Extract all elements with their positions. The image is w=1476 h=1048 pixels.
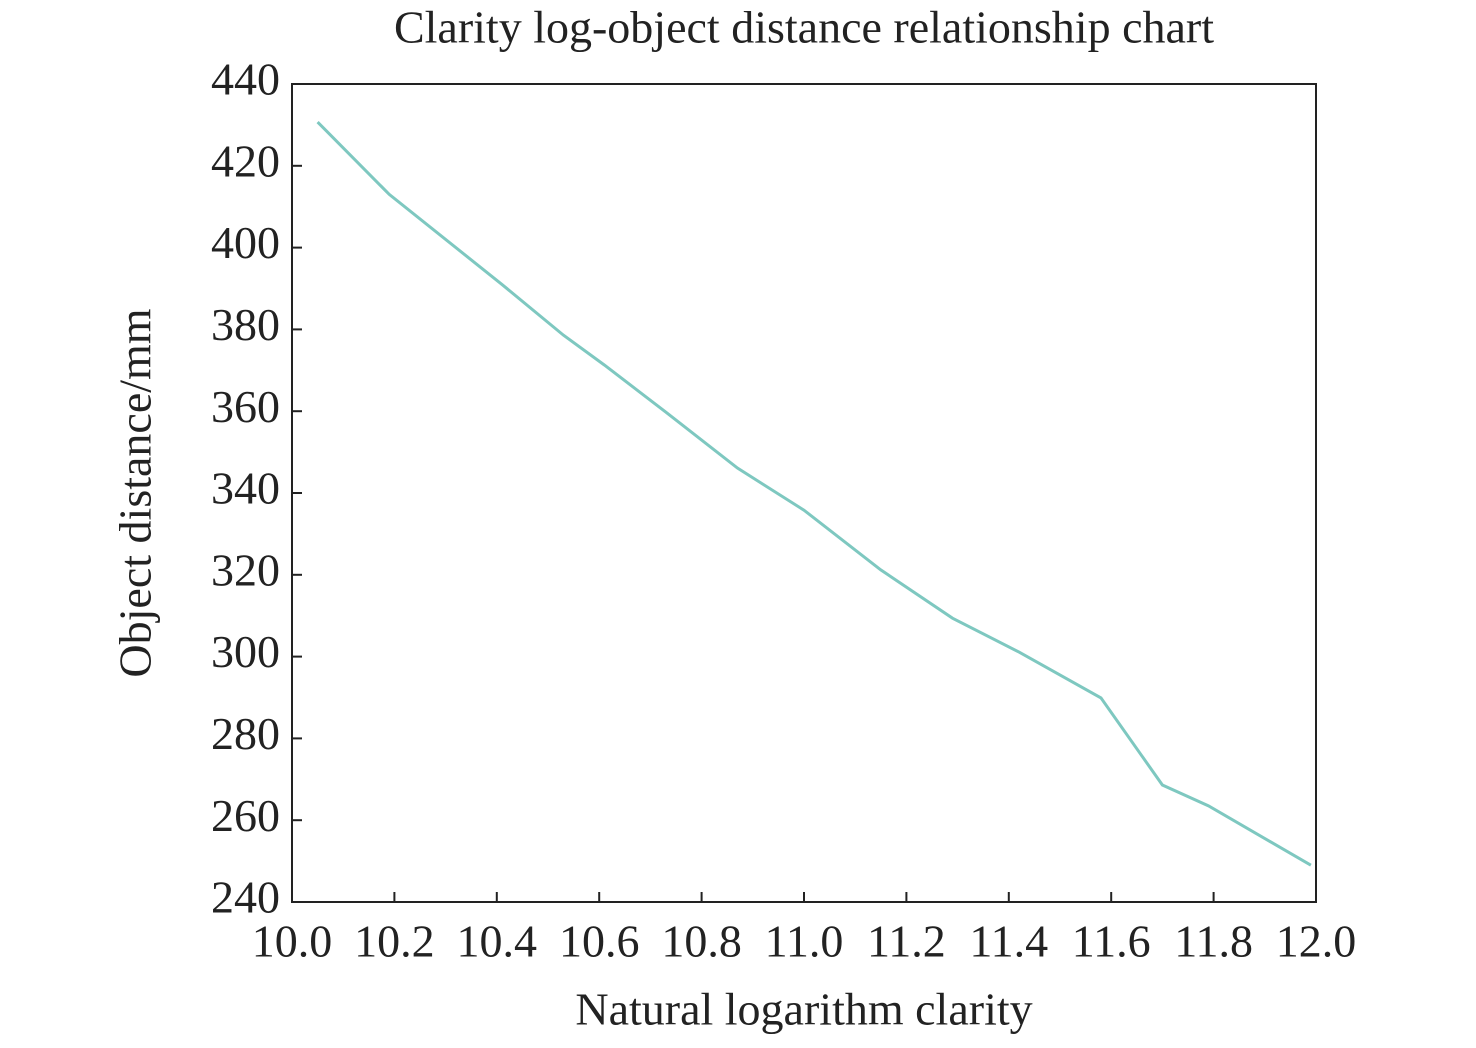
y-tick-label: 340 bbox=[211, 463, 280, 514]
x-tick-label: 10.6 bbox=[559, 916, 640, 967]
data-line bbox=[316, 120, 1312, 867]
y-tick-label: 360 bbox=[211, 381, 280, 432]
plot-frame bbox=[291, 83, 1317, 903]
y-tick-label: 400 bbox=[211, 217, 280, 268]
y-axis-label: Object distance/mm bbox=[110, 308, 161, 677]
y-tick-label: 440 bbox=[211, 54, 280, 105]
x-tick-label: 11.2 bbox=[867, 916, 946, 967]
x-tick-label: 10.0 bbox=[252, 916, 333, 967]
x-tick-label: 11.8 bbox=[1174, 916, 1253, 967]
x-tick-label: 10.8 bbox=[661, 916, 742, 967]
x-tick-label: 10.4 bbox=[457, 916, 538, 967]
x-tick-label: 10.2 bbox=[354, 916, 435, 967]
y-tick-label: 300 bbox=[211, 626, 280, 677]
x-tick-label: 11.6 bbox=[1072, 916, 1151, 967]
x-tick-label: 12.0 bbox=[1276, 916, 1357, 967]
x-axis-label: Natural logarithm clarity bbox=[575, 984, 1032, 1035]
y-tick-label: 420 bbox=[211, 135, 280, 186]
y-tick-label: 320 bbox=[211, 544, 280, 595]
x-tick-label: 11.4 bbox=[969, 916, 1048, 967]
chart-title: Clarity log-object distance relationship… bbox=[394, 2, 1214, 53]
y-tick-label: 260 bbox=[211, 790, 280, 841]
y-tick-label: 280 bbox=[211, 708, 280, 759]
y-tick-label: 240 bbox=[211, 872, 280, 923]
y-tick-label: 380 bbox=[211, 299, 280, 350]
x-tick-label: 11.0 bbox=[765, 916, 844, 967]
